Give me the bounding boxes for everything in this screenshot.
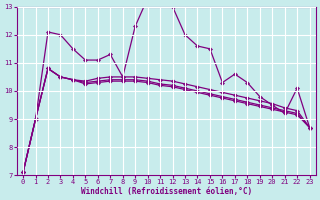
X-axis label: Windchill (Refroidissement éolien,°C): Windchill (Refroidissement éolien,°C) — [81, 187, 252, 196]
